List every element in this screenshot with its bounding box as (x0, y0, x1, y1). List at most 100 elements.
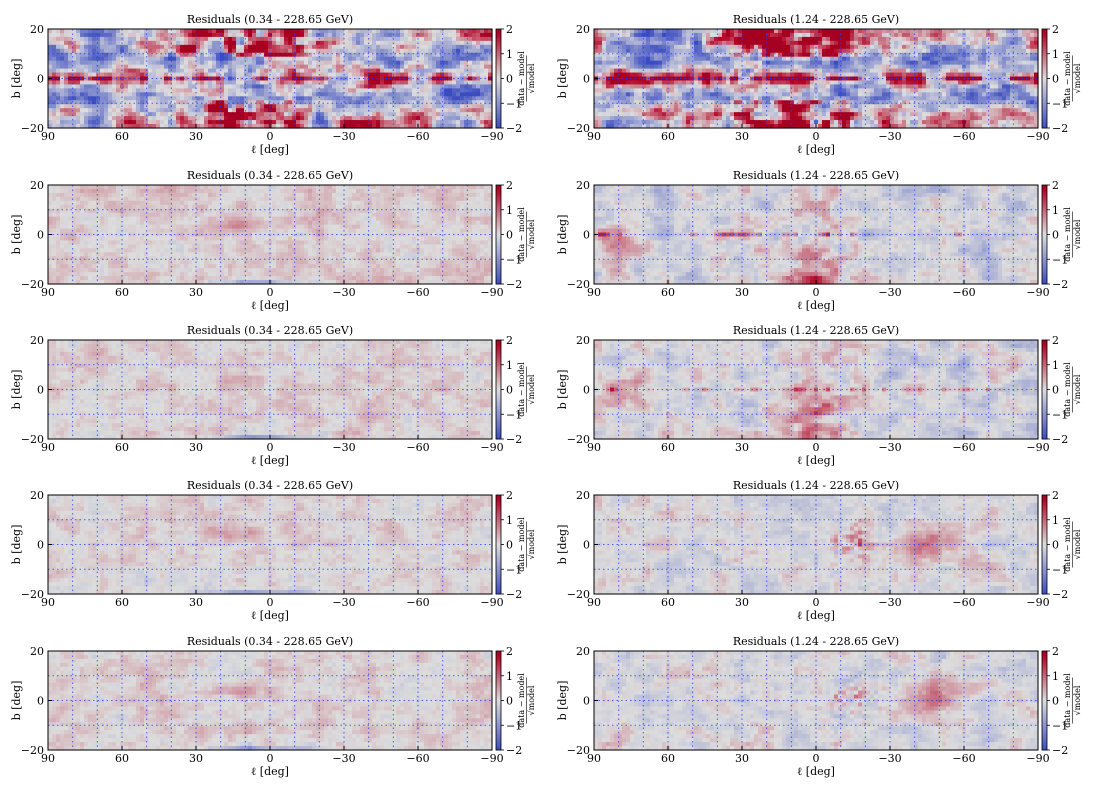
heatmap-cell (368, 68, 373, 74)
heatmap-cell (344, 100, 349, 105)
heatmap-cell (734, 64, 739, 70)
heatmap-cell (468, 76, 473, 82)
heatmap-cell (754, 100, 759, 105)
heatmap-cell (144, 116, 149, 121)
heatmap-cell (200, 48, 205, 54)
heatmap-cell (280, 80, 285, 86)
heatmap-cell (758, 40, 763, 46)
heatmap-cell (284, 64, 289, 70)
heatmap-cell (216, 68, 221, 74)
heatmap-cell (128, 104, 133, 109)
heatmap-cell (942, 88, 947, 93)
heatmap-cell (786, 44, 791, 50)
heatmap-cell (650, 32, 655, 38)
colorbar-cell (496, 108, 501, 112)
heatmap-cell (686, 100, 691, 105)
heatmap-cell (116, 29, 121, 34)
heatmap-cell (480, 48, 485, 54)
heatmap-cell (902, 40, 907, 46)
heatmap-cell (682, 80, 687, 86)
heatmap-cell (998, 56, 1003, 62)
heatmap-cell (622, 80, 627, 86)
heatmap-cell (388, 108, 393, 113)
heatmap-cell (726, 68, 731, 74)
heatmap-cell (344, 96, 349, 101)
heatmap-cell (364, 84, 369, 89)
heatmap-cell (148, 88, 153, 93)
heatmap-cell (400, 60, 405, 66)
heatmap-cell (284, 60, 289, 66)
heatmap-cell (92, 32, 97, 38)
heatmap-cell (148, 29, 153, 34)
heatmap-cell (662, 40, 667, 46)
heatmap-cell (400, 40, 405, 46)
heatmap-cell (946, 60, 951, 66)
heatmap-cell (456, 52, 461, 58)
heatmap-cell (902, 92, 907, 97)
heatmap-cell (296, 96, 301, 101)
heatmap-cell (854, 29, 859, 34)
heatmap-cell (666, 32, 671, 38)
heatmap-cell (264, 56, 269, 62)
heatmap-cell (726, 44, 731, 50)
heatmap-cell (472, 100, 477, 105)
heatmap-cell (232, 88, 237, 93)
heatmap-cell (654, 88, 659, 93)
heatmap-cell (456, 80, 461, 86)
heatmap-cell (340, 60, 345, 66)
heatmap-cell (488, 29, 493, 34)
heatmap-cell (886, 80, 891, 86)
heatmap-cell (368, 100, 373, 105)
heatmap-cell (686, 84, 691, 89)
heatmap-cell (810, 92, 815, 97)
heatmap-cell (88, 40, 93, 46)
heatmap-cell (986, 32, 991, 38)
heatmap-cell (364, 29, 369, 34)
heatmap-cell (208, 124, 213, 129)
heatmap-cell (148, 104, 153, 109)
heatmap-cell (380, 112, 385, 117)
heatmap-cell (746, 100, 751, 105)
heatmap-cell (460, 84, 465, 89)
heatmap-cell (646, 72, 651, 78)
heatmap-cell (456, 56, 461, 62)
heatmap-cell (72, 52, 77, 58)
heatmap-cell (108, 72, 113, 78)
heatmap-cell (408, 124, 413, 129)
x-tick-label: 30 (189, 130, 203, 143)
heatmap-cell (340, 120, 345, 125)
heatmap-cell (874, 60, 879, 66)
heatmap-cell (950, 36, 955, 42)
heatmap-cell (184, 76, 189, 82)
heatmap-cell (280, 92, 285, 97)
heatmap-cell (368, 116, 373, 121)
heatmap-cell (594, 36, 599, 42)
heatmap-cell (392, 104, 397, 109)
heatmap-cell (766, 64, 771, 70)
heatmap-cell (646, 32, 651, 38)
heatmap-cell (404, 48, 409, 54)
heatmap-cell (774, 76, 779, 82)
heatmap-cell (196, 44, 201, 50)
heatmap-cell (424, 60, 429, 66)
heatmap-cell (846, 32, 851, 38)
heatmap-cell (690, 64, 695, 70)
heatmap-cell (614, 32, 619, 38)
heatmap-cell (188, 108, 193, 113)
heatmap-cell (866, 60, 871, 66)
heatmap-cell (48, 68, 53, 74)
heatmap-cell (794, 36, 799, 42)
heatmap-cell (256, 60, 261, 66)
heatmap-cell (774, 44, 779, 50)
heatmap-cell (172, 40, 177, 46)
heatmap-cell (436, 96, 441, 101)
heatmap-cell (108, 40, 113, 46)
heatmap-cell (882, 76, 887, 82)
heatmap-cell (420, 88, 425, 93)
heatmap-cell (204, 48, 209, 54)
heatmap-cell (638, 36, 643, 42)
heatmap-cell (674, 48, 679, 54)
heatmap-cell (830, 36, 835, 42)
heatmap-cell (120, 29, 125, 34)
heatmap-cell (300, 80, 305, 86)
